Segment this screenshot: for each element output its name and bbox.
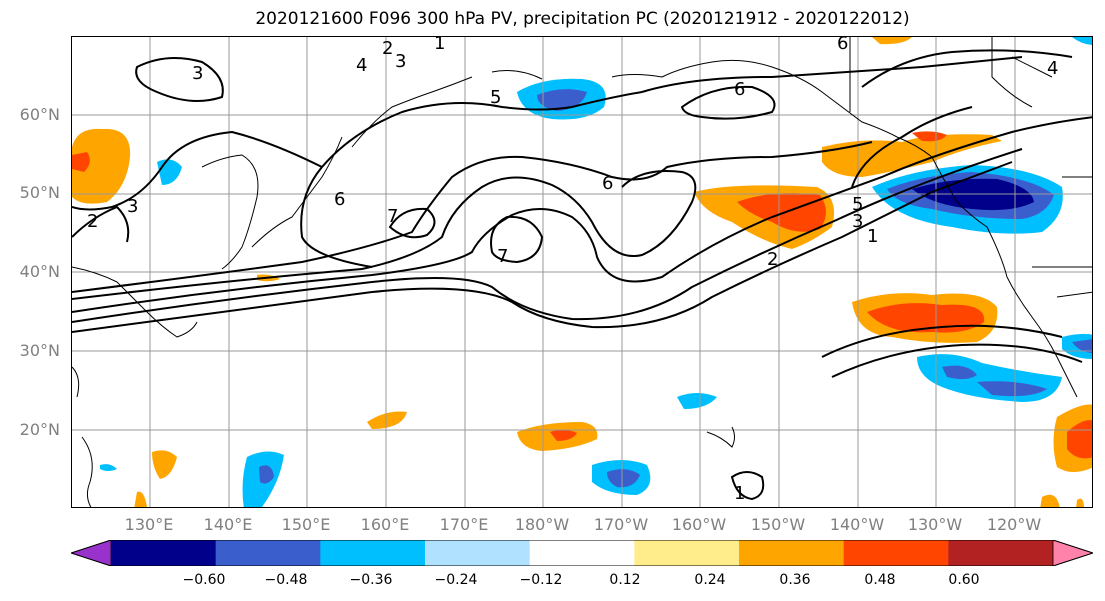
contour-label-7: 7 xyxy=(387,206,398,227)
colorbar-tick-6: 0.12 xyxy=(609,572,641,588)
lon-label-140w: 140°W xyxy=(829,515,885,534)
lon-label-170e: 170°E xyxy=(439,515,489,534)
colorbar-segment xyxy=(215,540,321,566)
contour-label-1c: 1 xyxy=(734,483,745,504)
contour-label-1b: 1 xyxy=(867,226,878,247)
contour-label-4: 4 xyxy=(356,55,367,76)
contour-label-1: 1 xyxy=(434,37,445,54)
colorbar-tick-9: 0.48 xyxy=(864,572,896,588)
colorbar-tick-10: 0.60 xyxy=(948,572,980,588)
lon-label-150w: 150°W xyxy=(750,515,806,534)
colorbar-extend-max xyxy=(1052,539,1095,567)
contour-label-3c: 3 xyxy=(852,211,863,232)
contour-label-3: 3 xyxy=(395,51,406,72)
colorbar-tick-5: −0.12 xyxy=(519,572,563,588)
map-canvas: 1 2 3 4 5 6 7 3 6 6 7 2 5 3 1 4 6 2 3 1 xyxy=(72,37,1092,507)
lon-label-130e: 130°E xyxy=(124,515,174,534)
lon-label-120w: 120°W xyxy=(986,515,1042,534)
contour-label-3b: 3 xyxy=(192,63,203,84)
lat-label-50n: 50°N xyxy=(19,183,60,202)
lat-label-30n: 30°N xyxy=(19,341,60,360)
contour-label-6b: 6 xyxy=(602,173,613,194)
contour-label-5b: 5 xyxy=(852,194,863,215)
colorbar-tick-3: −0.36 xyxy=(349,572,393,588)
lat-label-20n: 20°N xyxy=(19,420,60,439)
pv-contours xyxy=(72,49,1092,501)
colorbar-tick-1: −0.60 xyxy=(182,572,226,588)
colorbar-tick-7: 0.24 xyxy=(694,572,726,588)
contour-label-2b: 2 xyxy=(767,249,778,270)
lon-label-130w: 130°W xyxy=(907,515,963,534)
colorbar-segment xyxy=(739,540,845,566)
map-panel: 1 2 3 4 5 6 7 3 6 6 7 2 5 3 1 4 6 2 3 1 xyxy=(71,36,1093,508)
lat-label-40n: 40°N xyxy=(19,262,60,281)
contour-label-7b: 7 xyxy=(497,246,508,267)
contour-label-2c: 2 xyxy=(87,211,98,232)
positive-precip-areas xyxy=(72,37,1092,507)
contour-label-6: 6 xyxy=(734,79,745,100)
colorbar-segment xyxy=(843,540,949,566)
colorbar-segment xyxy=(111,540,217,566)
contour-label-group: 1 2 3 4 5 6 7 3 6 6 7 2 5 3 1 4 6 2 3 1 xyxy=(87,37,1058,504)
colorbar xyxy=(69,539,1095,570)
graticule xyxy=(72,37,1092,507)
contour-label-4b: 4 xyxy=(1047,58,1058,79)
precip-area-western-pacific xyxy=(72,128,131,204)
colorbar-tick-8: 0.36 xyxy=(779,572,811,588)
colorbar-segment xyxy=(425,540,531,566)
colorbar-extend-min xyxy=(69,539,112,567)
precip-area-alaska-coast xyxy=(822,134,1002,177)
lon-label-150e: 150°E xyxy=(281,515,331,534)
contour-label-5: 5 xyxy=(490,87,501,108)
colorbar-segment xyxy=(948,540,1054,566)
map-title: 2020121600 F096 300 hPa PV, precipitatio… xyxy=(255,9,910,29)
contour-label-6d: 6 xyxy=(837,37,848,54)
colorbar-svg xyxy=(69,539,1095,567)
colorbar-segment xyxy=(634,540,740,566)
contour-label-3d: 3 xyxy=(127,196,138,217)
contour-label-2: 2 xyxy=(382,38,393,59)
lat-label-60n: 60°N xyxy=(19,105,60,124)
precip-area-subtropical-negative xyxy=(917,354,1062,402)
lon-label-180w: 180°W xyxy=(514,515,570,534)
lon-label-170w: 170°W xyxy=(593,515,649,534)
lon-label-160w: 160°W xyxy=(671,515,727,534)
colorbar-tick-4: −0.24 xyxy=(434,572,478,588)
lon-label-160e: 160°E xyxy=(360,515,410,534)
colorbar-segment xyxy=(320,540,426,566)
lon-label-140e: 140°E xyxy=(203,515,253,534)
contour-label-6c: 6 xyxy=(334,189,345,210)
colorbar-segment xyxy=(529,540,635,566)
colorbar-tick-2: −0.48 xyxy=(264,572,308,588)
